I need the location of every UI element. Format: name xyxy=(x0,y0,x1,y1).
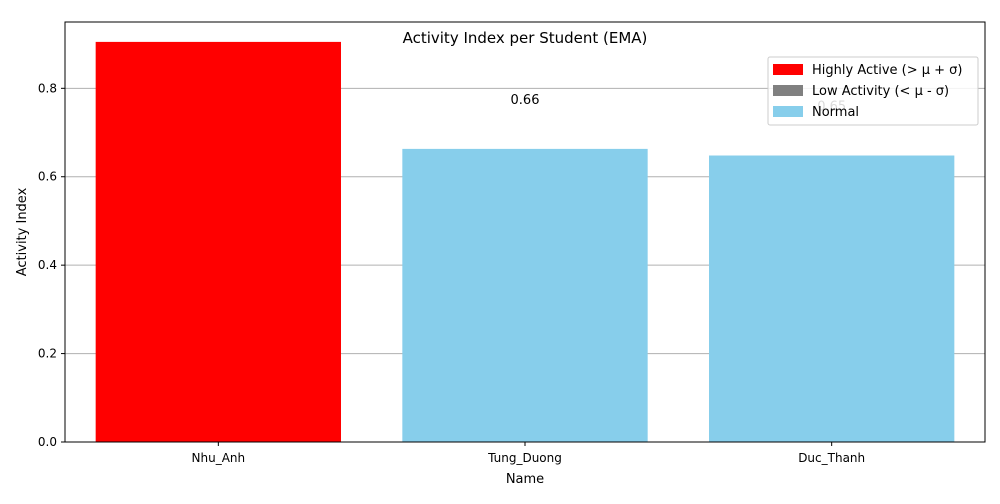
y-axis-label: Activity Index xyxy=(15,187,30,276)
data-label: 0.66 xyxy=(511,93,540,108)
bar-nhu-anh xyxy=(95,41,342,442)
legend-swatch xyxy=(773,64,803,75)
ticks: 0.0 0.2 0.4 0.6 0.8 Nhu_Anh Tung_Duong Duc_Than… xyxy=(38,81,865,465)
bars xyxy=(95,41,955,442)
y-tick-label: 0.8 xyxy=(38,81,57,95)
x-axis-label: Name xyxy=(506,472,544,487)
legend-label: Low Activity (< μ - σ) xyxy=(812,84,949,99)
y-tick-label: 0.6 xyxy=(38,170,57,184)
y-tick-label: 0.0 xyxy=(38,435,57,449)
legend-box xyxy=(767,56,979,126)
legend: Highly Active (> μ + σ) Low Activity (< μ… xyxy=(767,56,979,126)
data-label: 0.90 xyxy=(204,0,233,1)
bar-duc-thanh xyxy=(709,155,955,442)
bar-tung-duong xyxy=(402,148,648,442)
legend-swatch xyxy=(773,106,803,117)
x-tick-label: Duc_Thanh xyxy=(798,451,865,465)
legend-swatch xyxy=(773,85,803,96)
chart-title: Activity Index per Student (EMA) xyxy=(403,29,648,47)
legend-label: Normal xyxy=(812,105,859,120)
y-tick-label: 0.2 xyxy=(38,347,57,361)
y-tick-label: 0.4 xyxy=(38,258,57,272)
x-tick-label: Tung_Duong xyxy=(487,451,562,465)
legend-label: Highly Active (> μ + σ) xyxy=(812,63,963,78)
x-tick-label: Nhu_Anh xyxy=(192,451,246,465)
